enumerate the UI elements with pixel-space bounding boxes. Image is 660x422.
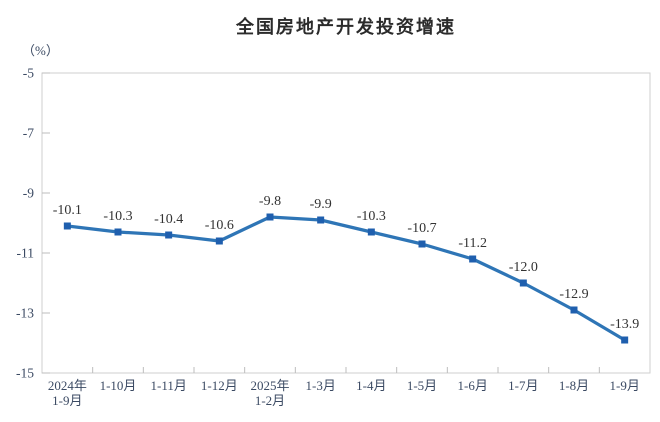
data-point-label: -11.2 [458, 236, 487, 251]
x-axis-tick-label: 1-11月 [150, 378, 186, 393]
data-point-label: -10.6 [205, 218, 234, 233]
series-line [65, 215, 627, 342]
data-point-label: -10.1 [53, 203, 82, 218]
x-axis-tick-label: 1-6月 [457, 378, 487, 393]
x-axis-tick-label: 1-2月 [255, 393, 285, 408]
x-axis-tick-label: 1-8月 [559, 378, 589, 393]
data-point-marker [215, 237, 223, 245]
data-point-label: -9.8 [259, 194, 281, 209]
x-axis-tick-label: 1-3月 [305, 378, 335, 393]
data-point-marker [570, 306, 578, 314]
plot-border [41, 72, 651, 374]
data-point-label: -12.0 [509, 260, 538, 275]
data-point-marker [367, 228, 375, 236]
data-point-label: -13.9 [610, 317, 639, 332]
x-axis-tick-label: 2024年 [48, 378, 87, 393]
data-point-label: -9.9 [310, 197, 332, 212]
data-point-marker [114, 228, 122, 236]
data-point-label: -10.3 [357, 209, 386, 224]
x-axis-tick-label: 1-5月 [407, 378, 437, 393]
x-axis-tick-label: 1-9月 [52, 393, 82, 408]
data-point-label: -10.3 [103, 209, 132, 224]
x-axis-tick-label: 1-4月 [356, 378, 386, 393]
y-axis-tick-label: -11 [17, 246, 35, 261]
y-axis-unit-label: （%） [22, 43, 59, 58]
x-axis-tick-label: 1-7月 [508, 378, 538, 393]
x-axis-tick-label: 1-9月 [609, 378, 639, 393]
data-point-marker [63, 222, 71, 230]
data-point-marker [165, 231, 173, 239]
chart-title: 全国房地产开发投资增速 [236, 17, 456, 37]
data-point-marker [519, 279, 527, 287]
data-point-label: -12.9 [559, 287, 588, 302]
y-axis-tick-label: -9 [23, 186, 34, 201]
data-point-marker [418, 240, 426, 248]
data-point-marker [621, 336, 629, 344]
y-axis-tick-label: -7 [23, 126, 34, 141]
data-point-label: -10.4 [154, 212, 183, 227]
data-point-label: -10.7 [407, 221, 436, 236]
x-axis-tick-label: 1-10月 [100, 378, 137, 393]
data-point-marker [266, 213, 274, 221]
data-point-marker [317, 216, 325, 224]
x-axis-tick-label: 2025年 [250, 378, 289, 393]
x-axis-tick-label: 1-12月 [201, 378, 238, 393]
data-point-marker [469, 255, 477, 263]
y-axis-tick-label: -15 [16, 366, 34, 381]
y-axis-tick-label: -5 [23, 66, 34, 81]
y-axis-tick-label: -13 [16, 306, 34, 321]
